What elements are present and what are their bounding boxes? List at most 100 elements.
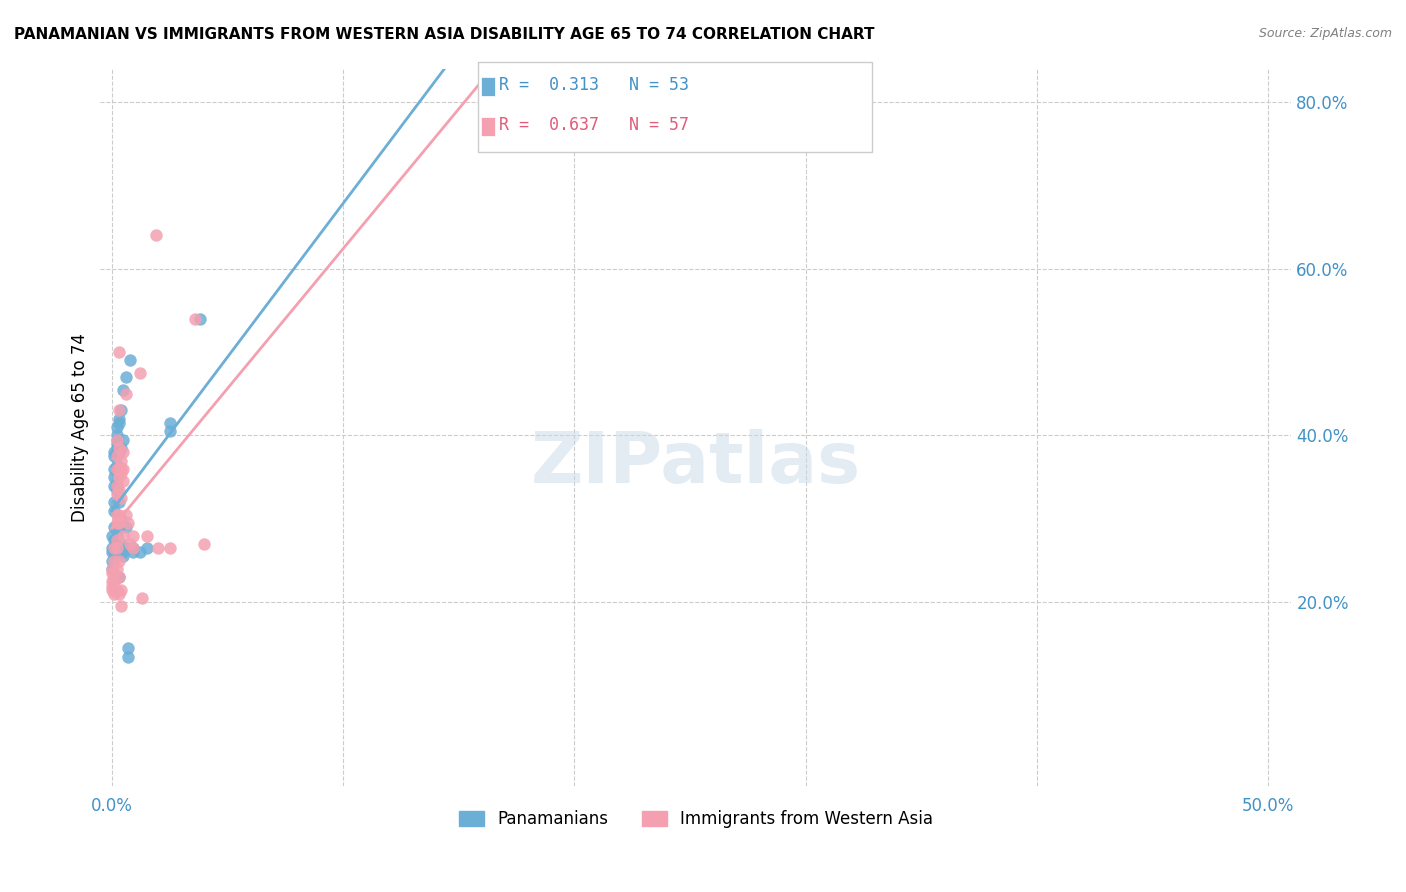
- Point: [117, 649, 139, 664]
- Point: [159, 416, 181, 430]
- Point: [108, 416, 131, 430]
- Point: [105, 508, 128, 522]
- Point: [146, 541, 169, 555]
- Point: [108, 570, 131, 584]
- Point: [117, 541, 139, 555]
- Point: [110, 466, 132, 480]
- Point: [110, 491, 132, 505]
- Point: [108, 570, 131, 584]
- Text: R =  0.637   N = 57: R = 0.637 N = 57: [499, 116, 689, 134]
- Point: [131, 591, 153, 606]
- Point: [105, 433, 128, 447]
- Point: [114, 520, 136, 534]
- Point: [110, 453, 132, 467]
- Point: [112, 462, 135, 476]
- Point: [112, 545, 135, 559]
- Point: [110, 462, 132, 476]
- Point: [110, 512, 132, 526]
- Point: [101, 562, 124, 576]
- Point: [105, 533, 128, 547]
- Point: [103, 582, 125, 597]
- Point: [101, 566, 124, 580]
- Point: [101, 574, 124, 589]
- Point: [101, 579, 124, 593]
- Point: [103, 450, 125, 464]
- Point: [108, 545, 131, 559]
- Point: [108, 587, 131, 601]
- Point: [110, 537, 132, 551]
- Point: [103, 478, 125, 492]
- Text: Source: ZipAtlas.com: Source: ZipAtlas.com: [1258, 27, 1392, 40]
- Point: [128, 366, 150, 380]
- Point: [108, 495, 131, 509]
- Point: [101, 582, 124, 597]
- Point: [145, 228, 167, 243]
- Point: [135, 528, 157, 542]
- Point: [105, 437, 128, 451]
- Point: [114, 370, 136, 384]
- Text: R =  0.313   N = 53: R = 0.313 N = 53: [499, 76, 689, 94]
- Point: [105, 545, 128, 559]
- Legend: Panamanians, Immigrants from Western Asia: Panamanians, Immigrants from Western Asi…: [453, 804, 939, 835]
- Point: [105, 420, 128, 434]
- Point: [188, 311, 211, 326]
- Y-axis label: Disability Age 65 to 74: Disability Age 65 to 74: [72, 333, 89, 522]
- Point: [105, 462, 128, 476]
- Point: [110, 441, 132, 455]
- Point: [103, 545, 125, 559]
- Point: [101, 545, 124, 559]
- Point: [108, 403, 131, 417]
- Point: [103, 587, 125, 601]
- Point: [117, 516, 139, 530]
- Point: [105, 487, 128, 501]
- Point: [101, 541, 124, 555]
- Point: [121, 528, 143, 542]
- Point: [103, 566, 125, 580]
- Point: [117, 641, 139, 656]
- Point: [114, 386, 136, 401]
- Point: [108, 462, 131, 476]
- Point: [135, 541, 157, 555]
- Point: [108, 445, 131, 459]
- Point: [112, 433, 135, 447]
- Point: [105, 541, 128, 555]
- Point: [193, 537, 215, 551]
- Point: [112, 445, 135, 459]
- Point: [108, 412, 131, 426]
- Point: [108, 470, 131, 484]
- Text: ZIPatlas: ZIPatlas: [531, 428, 860, 498]
- Point: [105, 483, 128, 497]
- Point: [128, 545, 150, 559]
- Point: [103, 533, 125, 547]
- Point: [103, 574, 125, 589]
- Point: [105, 516, 128, 530]
- Point: [101, 562, 124, 576]
- Point: [105, 441, 128, 455]
- Point: [105, 562, 128, 576]
- Point: [108, 508, 131, 522]
- Point: [103, 495, 125, 509]
- Point: [110, 403, 132, 417]
- Point: [103, 520, 125, 534]
- Point: [112, 528, 135, 542]
- Point: [101, 553, 124, 567]
- Point: [108, 441, 131, 455]
- Point: [108, 516, 131, 530]
- Point: [110, 599, 132, 614]
- Point: [120, 353, 142, 368]
- Point: [159, 425, 181, 439]
- Point: [110, 582, 132, 597]
- Point: [103, 470, 125, 484]
- Point: [105, 458, 128, 472]
- Point: [105, 478, 128, 492]
- Point: [103, 553, 125, 567]
- Point: [112, 475, 135, 489]
- Point: [103, 541, 125, 555]
- Point: [184, 311, 207, 326]
- Point: [105, 528, 128, 542]
- Point: [103, 445, 125, 459]
- Point: [114, 508, 136, 522]
- Point: [103, 503, 125, 517]
- Point: [108, 553, 131, 567]
- Point: [120, 537, 142, 551]
